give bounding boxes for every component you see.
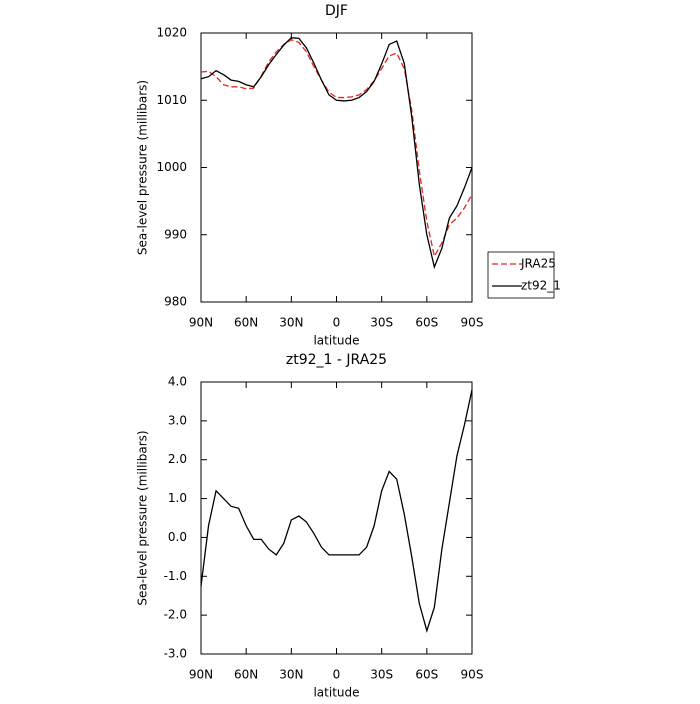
x-tick-label: 60N bbox=[234, 316, 258, 330]
data-line bbox=[200, 39, 473, 259]
x-tick-label: 60S bbox=[415, 668, 438, 682]
y-tick-label: -3.0 bbox=[164, 647, 187, 661]
y-tick-label: 3.0 bbox=[168, 413, 187, 427]
x-tick-label: 60N bbox=[234, 668, 258, 682]
x-tick-label: 60S bbox=[415, 316, 438, 330]
chart-title: zt92_1 - JRA25 bbox=[286, 352, 387, 368]
data-line bbox=[200, 37, 473, 270]
y-tick-label: -1.0 bbox=[164, 569, 187, 583]
legend-label: zt92_1 bbox=[521, 279, 561, 293]
x-tick-label: 90N bbox=[189, 668, 213, 682]
plot-frame bbox=[200, 32, 473, 303]
x-tick-label: 30S bbox=[370, 668, 393, 682]
x-tick-label: 30S bbox=[370, 316, 393, 330]
legend-label: JRA25 bbox=[520, 257, 556, 271]
x-tick-label: 90N bbox=[189, 316, 213, 330]
x-tick-label: 90S bbox=[461, 316, 484, 330]
x-tick-label: 90S bbox=[461, 668, 484, 682]
y-tick-label: 2.0 bbox=[168, 452, 187, 466]
y-tick-label: 1010 bbox=[156, 93, 187, 107]
y-tick-label: 1000 bbox=[156, 160, 187, 174]
x-axis-label: latitude bbox=[313, 334, 359, 348]
y-axis-label: Sea-level pressure (millibars) bbox=[136, 80, 150, 255]
chart-title: DJF bbox=[325, 3, 348, 19]
legend-box bbox=[487, 251, 555, 299]
y-tick-label: 0.0 bbox=[168, 530, 187, 544]
plot-frame bbox=[200, 381, 473, 655]
x-tick-label: 30N bbox=[279, 316, 303, 330]
y-axis-label: Sea-level pressure (millibars) bbox=[136, 430, 150, 605]
y-tick-label: 990 bbox=[164, 227, 187, 241]
y-tick-label: 1.0 bbox=[168, 491, 187, 505]
y-tick-label: 1020 bbox=[156, 26, 187, 40]
data-line bbox=[200, 389, 473, 633]
y-tick-label: -2.0 bbox=[164, 608, 187, 622]
y-tick-label: 4.0 bbox=[168, 375, 187, 389]
x-tick-label: 30N bbox=[279, 668, 303, 682]
x-axis-label: latitude bbox=[313, 686, 359, 700]
y-tick-label: 980 bbox=[164, 295, 187, 309]
x-tick-label: 0 bbox=[333, 316, 341, 330]
x-tick-label: 0 bbox=[333, 668, 341, 682]
